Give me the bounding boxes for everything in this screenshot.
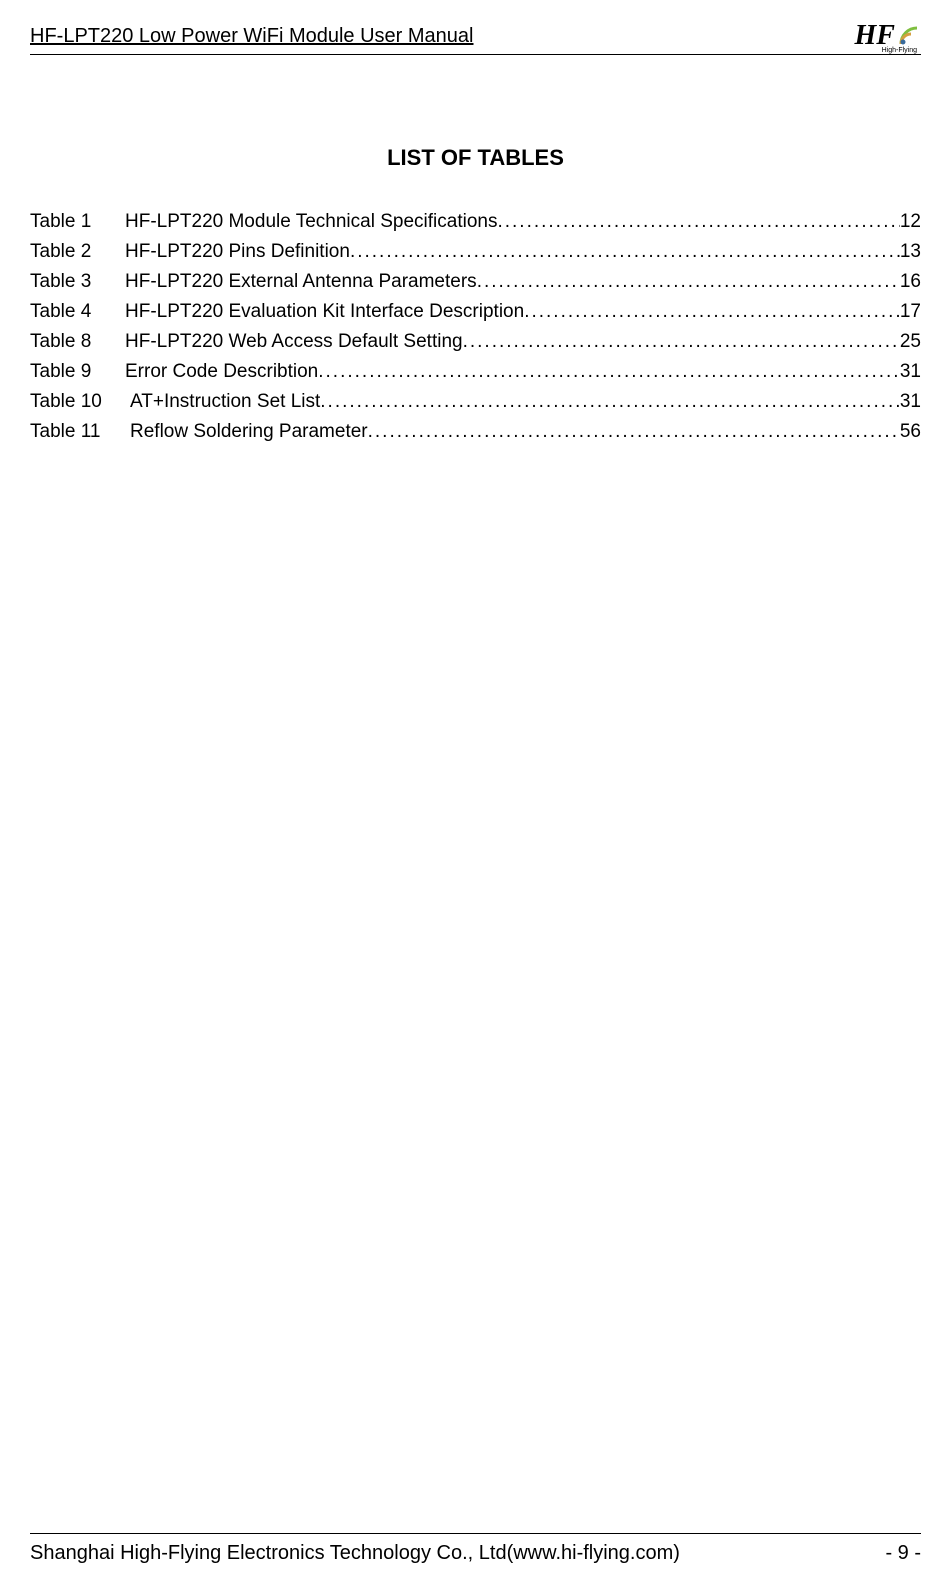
toc-page: 25: [900, 331, 921, 353]
toc-label: Table 9: [30, 361, 125, 383]
toc-label: Table 11: [30, 421, 130, 443]
content-area: LIST OF TABLES Table 1 HF-LPT220 Module …: [30, 145, 921, 1533]
page-header: HF-LPT220 Low Power WiFi Module User Man…: [30, 20, 921, 55]
toc-page: 12: [900, 211, 921, 233]
toc-page: 31: [900, 361, 921, 383]
toc-entry: Table 9 Error Code Describtion .........…: [30, 361, 921, 383]
toc-entry: Table 10 AT+Instruction Set List .......…: [30, 391, 921, 413]
toc-label: Table 8: [30, 331, 125, 353]
toc-page: 56: [900, 421, 921, 443]
page-footer: Shanghai High-Flying Electronics Technol…: [30, 1533, 921, 1565]
toc-dots: ........................................…: [477, 271, 900, 293]
toc-entry: Table 3 HF-LPT220 External Antenna Param…: [30, 271, 921, 293]
toc-text: HF-LPT220 External Antenna Parameters: [125, 271, 477, 293]
toc-text: HF-LPT220 Evaluation Kit Interface Descr…: [125, 301, 524, 323]
toc-entry: Table 1 HF-LPT220 Module Technical Speci…: [30, 211, 921, 233]
toc-label: Table 4: [30, 301, 125, 323]
section-title: LIST OF TABLES: [30, 145, 921, 171]
toc-entry: Table 2 HF-LPT220 Pins Definition ......…: [30, 241, 921, 263]
toc-entry: Table 11 Reflow Soldering Parameter ....…: [30, 421, 921, 443]
footer-page-number: - 9 -: [885, 1542, 921, 1565]
toc-label: Table 2: [30, 241, 125, 263]
footer-company: Shanghai High-Flying Electronics Technol…: [30, 1542, 680, 1565]
logo: HF High-Flying: [855, 20, 921, 52]
toc-text: Reflow Soldering Parameter: [130, 421, 368, 443]
toc-dots: ........................................…: [524, 301, 900, 323]
toc-label: Table 1: [30, 211, 125, 233]
wifi-arc-icon: [897, 24, 921, 48]
toc-text: HF-LPT220 Pins Definition: [125, 241, 350, 263]
toc-label: Table 3: [30, 271, 125, 293]
toc-label: Table 10: [30, 391, 130, 413]
toc-dots: ........................................…: [368, 421, 900, 443]
toc-page: 13: [900, 241, 921, 263]
toc-text: Error Code Describtion: [125, 361, 318, 383]
toc-text: AT+Instruction Set List: [130, 391, 320, 413]
document-page: HF-LPT220 Low Power WiFi Module User Man…: [0, 0, 951, 1585]
header-title: HF-LPT220 Low Power WiFi Module User Man…: [30, 25, 474, 48]
toc-page: 31: [900, 391, 921, 413]
toc-text: HF-LPT220 Web Access Default Setting: [125, 331, 463, 353]
toc-text: HF-LPT220 Module Technical Specification…: [125, 211, 497, 233]
logo-subtitle: High-Flying: [882, 47, 917, 54]
toc-entry: Table 4 HF-LPT220 Evaluation Kit Interfa…: [30, 301, 921, 323]
toc-dots: ........................................…: [318, 361, 900, 383]
toc-dots: ........................................…: [463, 331, 900, 353]
toc-page: 16: [900, 271, 921, 293]
toc-page: 17: [900, 301, 921, 323]
toc-dots: ........................................…: [350, 241, 900, 263]
toc-dots: ........................................…: [320, 391, 900, 413]
toc-entry: Table 8 HF-LPT220 Web Access Default Set…: [30, 331, 921, 353]
toc-dots: ........................................…: [497, 211, 899, 233]
